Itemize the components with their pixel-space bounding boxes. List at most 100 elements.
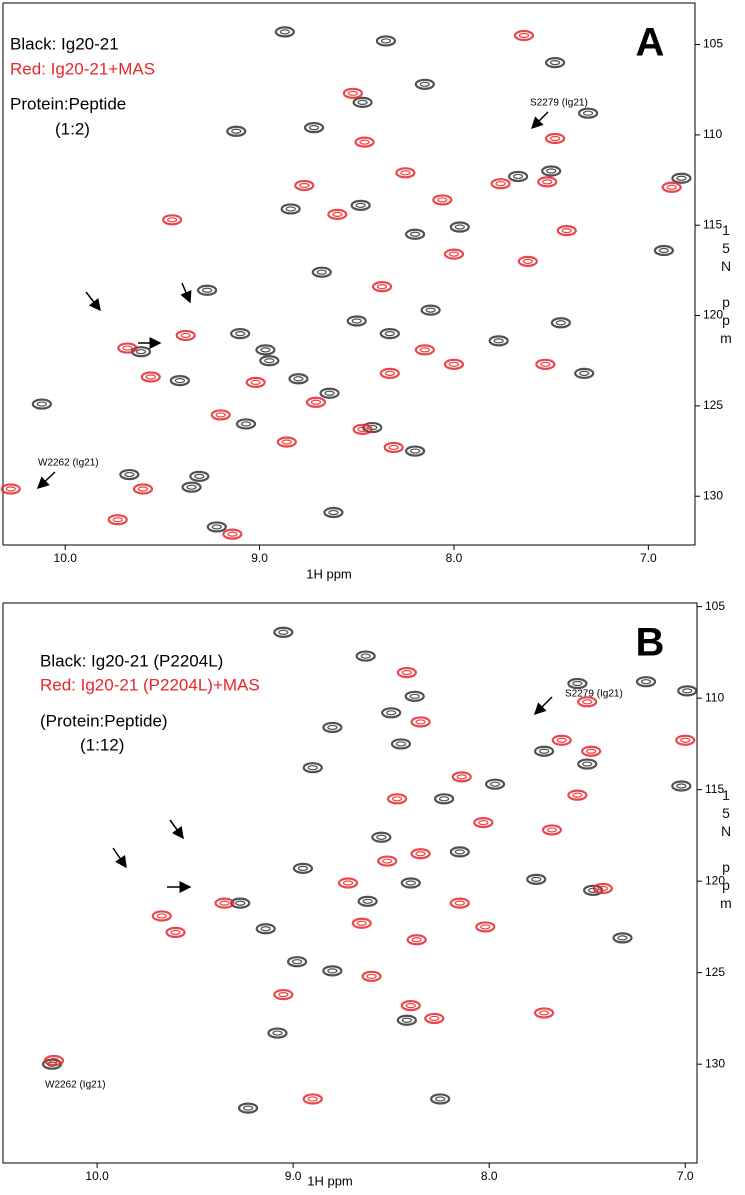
peak-contour xyxy=(448,251,460,257)
y-tick-label: 115 xyxy=(705,782,724,796)
peak xyxy=(175,329,196,342)
peak-contour xyxy=(640,679,652,685)
peak xyxy=(406,934,427,946)
x-axis-title: 1H ppm xyxy=(306,566,352,581)
peak-contour xyxy=(495,181,506,187)
peak xyxy=(424,1012,445,1025)
y-tick-label: 105 xyxy=(705,599,725,613)
arrow xyxy=(36,471,56,490)
peak-contour xyxy=(429,1015,440,1022)
peak-contour xyxy=(124,471,135,478)
peak xyxy=(404,228,426,240)
peak xyxy=(352,423,373,435)
peak-contour xyxy=(366,973,377,979)
peak xyxy=(449,846,470,858)
peak-contour xyxy=(215,412,226,418)
peak-contour xyxy=(316,269,327,275)
peak-contour xyxy=(112,517,123,523)
peak-contour xyxy=(546,168,557,174)
peak-contour xyxy=(386,710,397,716)
peak xyxy=(375,35,397,47)
peak-contour xyxy=(357,99,368,105)
peak xyxy=(305,396,327,408)
peak-contour xyxy=(419,347,430,353)
peak xyxy=(541,165,562,177)
peak-contour xyxy=(415,719,426,725)
legend-entry: Red: Ig20-21+MAS xyxy=(10,59,155,78)
peak xyxy=(352,96,373,108)
peak-contour xyxy=(297,865,309,871)
peak xyxy=(635,676,657,688)
peak-contour xyxy=(235,900,246,906)
y-tick-label: 125 xyxy=(705,965,725,979)
y-tick-label: 110 xyxy=(703,127,722,141)
peak xyxy=(165,926,186,939)
peak-contour xyxy=(395,741,407,747)
plot-frame xyxy=(2,2,696,546)
peak xyxy=(311,266,332,278)
peak xyxy=(273,626,294,638)
x-tick-label: 8.0 xyxy=(446,551,463,565)
peak xyxy=(517,255,538,267)
peak xyxy=(443,248,465,260)
peak-contour xyxy=(542,179,553,185)
peak xyxy=(222,528,243,540)
arrow xyxy=(530,111,549,130)
peak-contour xyxy=(439,796,450,802)
peak-contour xyxy=(405,880,416,886)
peak xyxy=(537,176,558,188)
peak xyxy=(430,1093,451,1105)
peak xyxy=(612,932,633,944)
peak-contour xyxy=(260,926,271,932)
annotation: (1:12) xyxy=(80,735,124,754)
peak xyxy=(162,214,183,226)
peak-contour xyxy=(437,197,448,203)
peak xyxy=(404,690,425,702)
peak xyxy=(567,789,588,801)
peak-contour xyxy=(448,361,460,367)
peak-contour xyxy=(409,231,421,237)
peak-contour xyxy=(227,531,238,537)
peak-contour xyxy=(260,347,271,353)
peak-contour xyxy=(250,379,261,385)
peak-contour xyxy=(531,876,542,882)
peak-contour xyxy=(454,849,465,855)
peak-contour xyxy=(391,796,403,802)
peak xyxy=(410,848,431,860)
peak xyxy=(556,225,577,237)
peak xyxy=(574,367,595,379)
peak xyxy=(661,181,682,193)
peak-contour xyxy=(493,338,504,344)
peak-contour xyxy=(291,959,303,965)
peak xyxy=(132,483,154,495)
peak-contour xyxy=(454,900,465,906)
peak-contour xyxy=(156,913,167,919)
peak xyxy=(151,910,172,922)
peak-contour xyxy=(411,937,422,943)
peak xyxy=(535,358,556,370)
peak-contour xyxy=(307,1096,318,1102)
y-tick-label: 115 xyxy=(703,217,722,231)
peak-contour xyxy=(351,318,362,324)
peak xyxy=(255,344,276,356)
peak-contour xyxy=(676,175,687,181)
x-tick-label: 8.0 xyxy=(481,1169,498,1183)
annotation: S2279 (Ig21) xyxy=(530,98,588,109)
peak-contour xyxy=(240,421,252,427)
peak xyxy=(420,304,441,316)
peak-contour xyxy=(48,1057,60,1064)
peak-contour xyxy=(332,211,343,217)
peak xyxy=(414,78,435,90)
peak-contour xyxy=(194,473,205,479)
peak xyxy=(533,1007,555,1019)
peak-contour xyxy=(518,32,530,39)
peak-contour xyxy=(137,486,149,492)
peak-contour xyxy=(272,1030,283,1036)
peak-contour xyxy=(540,361,551,367)
peak-contour xyxy=(380,38,392,44)
peak xyxy=(302,762,323,774)
peak xyxy=(443,358,465,370)
peak xyxy=(206,521,227,533)
peak-contour xyxy=(401,1017,412,1023)
peak xyxy=(230,328,251,340)
